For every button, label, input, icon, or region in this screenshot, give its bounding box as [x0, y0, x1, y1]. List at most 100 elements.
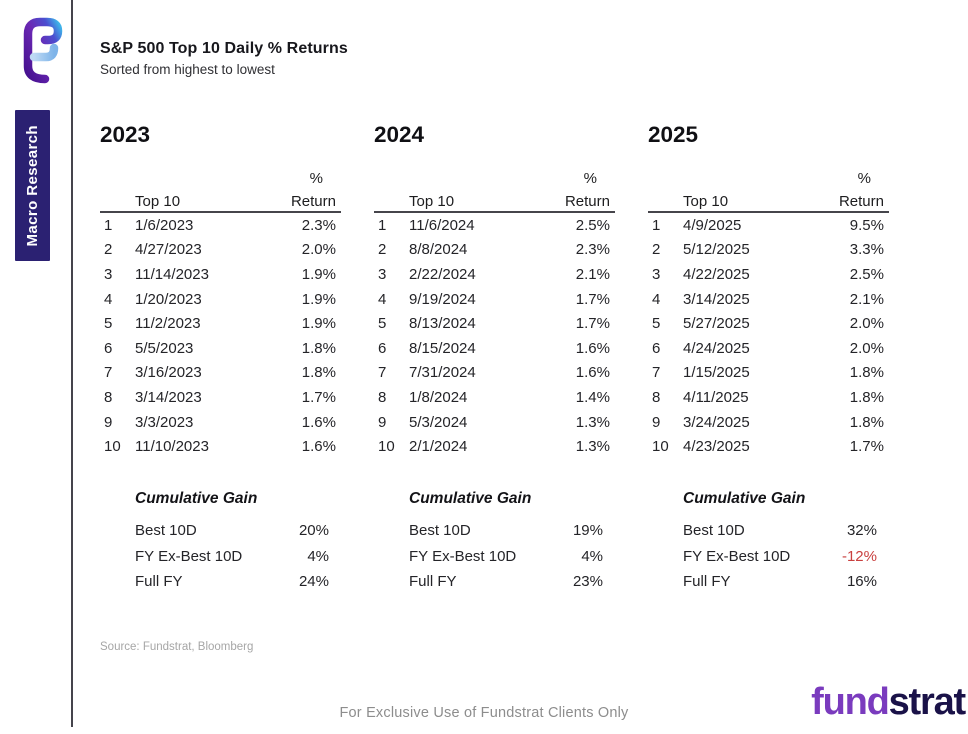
row-return: 1.7% [575, 290, 610, 308]
row-return: 2.1% [849, 290, 884, 308]
macro-research-label: Macro Research [24, 124, 41, 247]
row-return: 1.4% [575, 388, 610, 406]
row-date: 4/24/2025 [683, 339, 750, 357]
cumulative-label: FY Ex-Best 10D [683, 547, 791, 565]
table-header: % Top 10 Return [100, 165, 341, 213]
row-rank: 10 [378, 438, 395, 456]
fundstrat-wordmark: fundstrat [811, 681, 967, 723]
row-return: 1.6% [301, 438, 336, 456]
cumulative-label: Best 10D [135, 522, 197, 540]
row-return: 2.5% [575, 216, 610, 234]
row-date: 2/1/2024 [409, 438, 468, 456]
cumulative-row: Best 10D 20% [100, 518, 341, 543]
table-row: 7 3/16/2023 1.8% [100, 361, 341, 386]
table-body: 1 11/6/2024 2.5% 2 8/8/2024 2.3% 3 2/22/… [374, 213, 615, 459]
row-return: 2.0% [301, 241, 336, 259]
row-date: 3/14/2023 [135, 388, 202, 406]
row-return: 1.8% [301, 339, 336, 357]
row-rank: 8 [104, 388, 113, 406]
table-row: 10 2/1/2024 1.3% [374, 434, 615, 459]
cumulative-gain-rows: Best 10D 32% FY Ex-Best 10D -12% Full FY [648, 518, 889, 594]
row-return: 1.8% [849, 413, 884, 431]
cumulative-value: -12% [841, 547, 877, 565]
table-row: 4 3/14/2025 2.1% [648, 287, 889, 312]
row-date: 3/16/2023 [135, 364, 202, 382]
fundstrat-f-logo [23, 17, 63, 84]
row-date: 9/19/2024 [409, 290, 476, 308]
cumulative-gain-title: Cumulative Gain [409, 489, 532, 507]
row-rank: 7 [378, 364, 387, 382]
row-date: 11/2/2023 [135, 315, 201, 333]
year-column-2: 2025 % Top 10 Return 1 4/9/2025 [648, 120, 889, 594]
cumulative-label: Full FY [683, 572, 731, 590]
row-return: 2.5% [849, 265, 884, 283]
return-column-header: Return [838, 193, 884, 210]
table-row: 1 4/9/2025 9.5% [648, 213, 889, 238]
year-heading: 2023 [100, 122, 151, 147]
macro-research-badge: Macro Research [15, 110, 50, 261]
year-heading: 2024 [374, 122, 425, 147]
row-rank: 1 [378, 216, 387, 234]
cumulative-value: 19% [572, 522, 603, 540]
date-column-header: Top 10 [135, 193, 181, 210]
cumulative-gain-block: Cumulative Gain Best 10D 20% FY Ex-Best … [100, 490, 341, 594]
row-return: 2.0% [849, 315, 884, 333]
row-return: 1.6% [301, 413, 336, 431]
table-row: 2 5/12/2025 3.3% [648, 238, 889, 263]
row-date: 3/14/2025 [683, 290, 750, 308]
row-return: 1.9% [301, 265, 336, 283]
cumulative-gain-title: Cumulative Gain [135, 489, 258, 507]
cumulative-value: 32% [846, 522, 877, 540]
table-body: 1 1/6/2023 2.3% 2 4/27/2023 2.0% 3 11/14… [100, 213, 341, 459]
row-date: 1/15/2025 [683, 364, 750, 382]
row-rank: 3 [104, 265, 113, 283]
wordmark-fund: fund [811, 681, 890, 723]
row-return: 1.6% [575, 339, 610, 357]
row-date: 5/5/2023 [135, 339, 194, 357]
wordmark-strat: strat [888, 681, 967, 723]
table-row: 7 1/15/2025 1.8% [648, 361, 889, 386]
row-date: 4/22/2025 [683, 265, 750, 283]
table-row: 4 1/20/2023 1.9% [100, 287, 341, 312]
row-rank: 9 [104, 413, 113, 431]
row-date: 4/23/2025 [683, 438, 750, 456]
row-rank: 2 [378, 241, 387, 259]
row-rank: 6 [378, 339, 387, 357]
row-return: 2.3% [575, 241, 610, 259]
cumulative-gain-rows: Best 10D 19% FY Ex-Best 10D 4% Full FY [374, 518, 615, 594]
cumulative-row: Full FY 16% [648, 569, 889, 594]
return-column-header: Return [564, 193, 610, 210]
row-return: 1.8% [301, 364, 336, 382]
return-column-header: Return [290, 193, 336, 210]
row-date: 8/8/2024 [409, 241, 468, 259]
table-row: 2 8/8/2024 2.3% [374, 238, 615, 263]
row-rank: 9 [378, 413, 387, 431]
table-row: 2 4/27/2023 2.0% [100, 238, 341, 263]
row-return: 2.1% [575, 265, 610, 283]
row-rank: 3 [652, 265, 661, 283]
row-date: 1/20/2023 [135, 290, 202, 308]
year-column-1: 2024 % Top 10 Return 1 11/6/2024 [374, 120, 615, 594]
year-column-0: 2023 % Top 10 Return 1 1/6/2023 [100, 120, 341, 594]
cumulative-value: 24% [298, 572, 329, 590]
table-row: 3 4/22/2025 2.5% [648, 262, 889, 287]
row-date: 5/27/2025 [683, 315, 750, 333]
cumulative-value: 4% [581, 547, 603, 565]
row-rank: 4 [104, 290, 113, 308]
table-row: 10 4/23/2025 1.7% [648, 434, 889, 459]
cumulative-value: 23% [572, 572, 603, 590]
cumulative-label: Best 10D [409, 522, 471, 540]
table-row: 7 7/31/2024 1.6% [374, 361, 615, 386]
tables-region: 2023 % Top 10 Return 1 1/6/2023 [100, 120, 889, 594]
cumulative-gain-title: Cumulative Gain [683, 489, 806, 507]
cumulative-label: Full FY [409, 572, 457, 590]
table-header: % Top 10 Return [648, 165, 889, 213]
pct-symbol-header: % [309, 170, 323, 187]
table-row: 5 8/13/2024 1.7% [374, 311, 615, 336]
cumulative-row: FY Ex-Best 10D -12% [648, 543, 889, 568]
row-rank: 3 [378, 265, 387, 283]
table-row: 3 11/14/2023 1.9% [100, 262, 341, 287]
row-return: 1.7% [575, 315, 610, 333]
table-header: % Top 10 Return [374, 165, 615, 213]
